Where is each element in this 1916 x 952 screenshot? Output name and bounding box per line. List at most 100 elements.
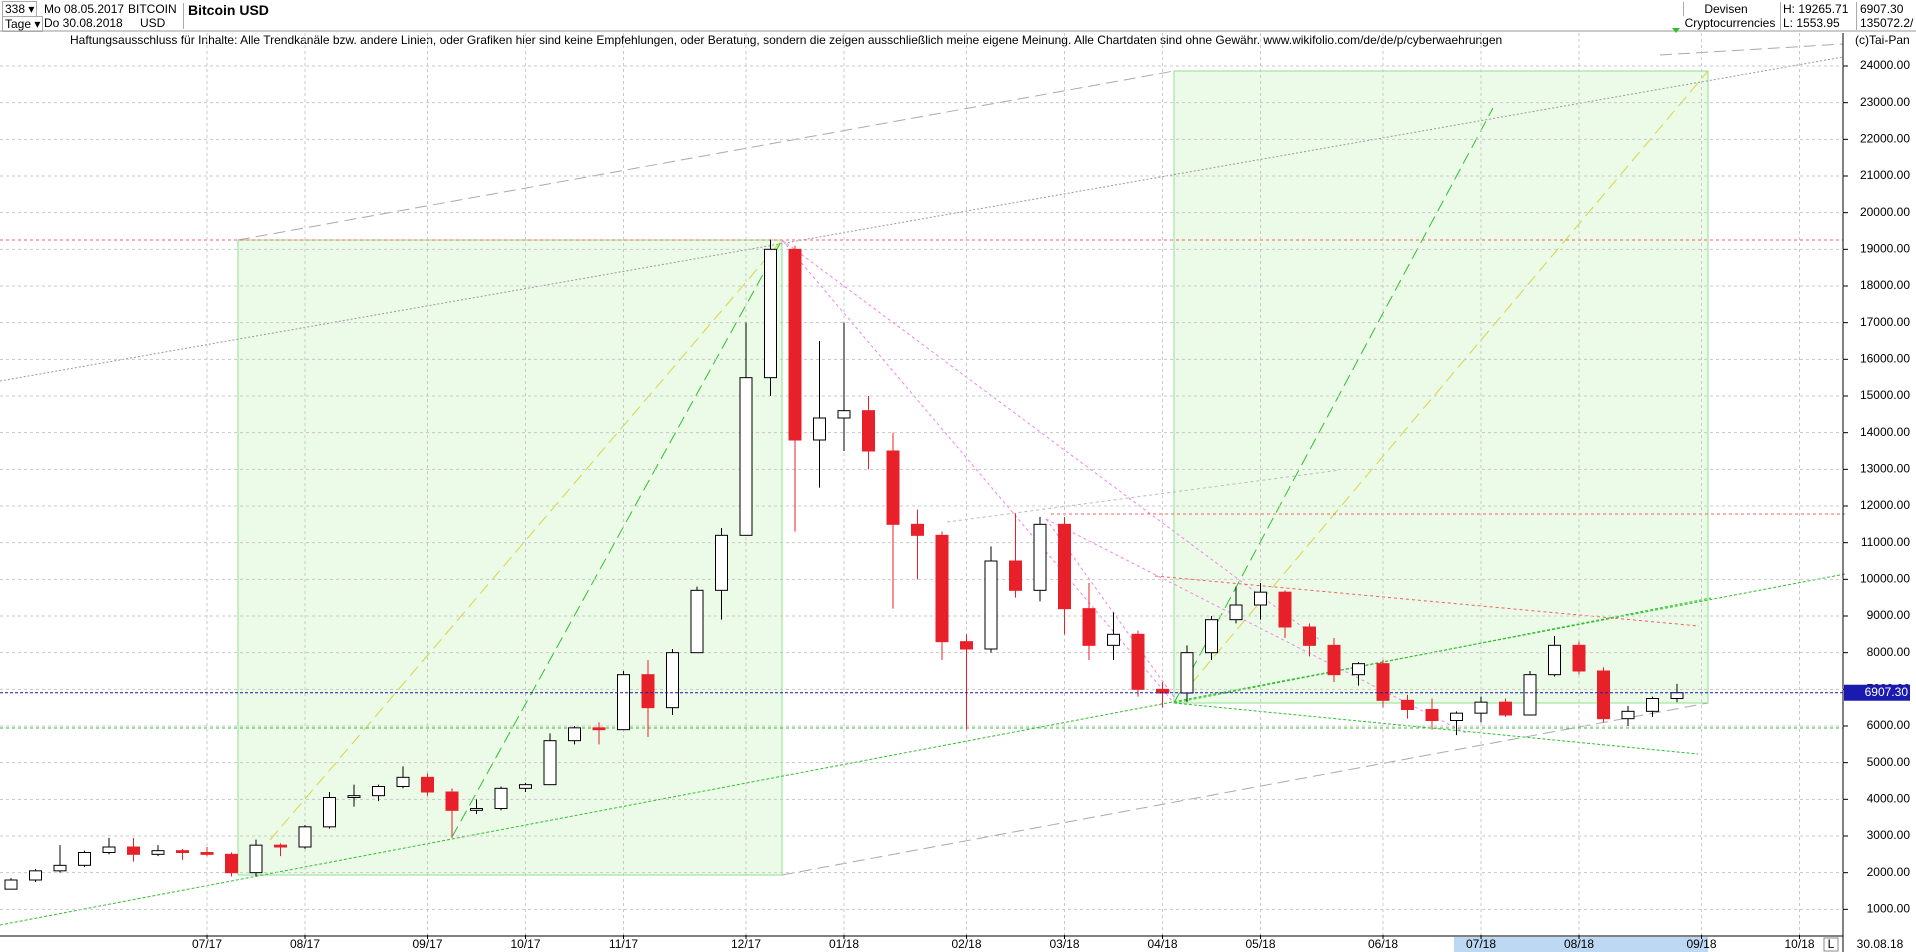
candle-body — [862, 410, 875, 452]
candle-body — [543, 740, 557, 786]
candle-body — [911, 523, 924, 536]
x-tick-label: 07/17 — [192, 937, 222, 951]
candle-body — [813, 417, 826, 441]
volume-info: 135072.2/ — [1856, 16, 1913, 30]
trend-line — [1173, 702, 1699, 755]
candle-body — [1303, 626, 1316, 646]
x-tick-label: 01/18 — [829, 937, 859, 951]
trend-line — [946, 469, 1341, 523]
y-tick-label: 19000.00 — [1860, 242, 1910, 256]
scale-mode[interactable]: L — [1828, 937, 1835, 951]
candle-body — [935, 534, 949, 643]
sector: Cryptocurrencies — [1684, 16, 1776, 30]
candle-body — [715, 534, 728, 591]
y-tick-label: 9000.00 — [1867, 608, 1911, 622]
candle-body — [1033, 523, 1047, 591]
y-tick-label: 5000.00 — [1867, 755, 1911, 769]
candle-body — [984, 560, 998, 650]
candle-body — [29, 870, 42, 881]
x-tick-label: 05/18 — [1245, 937, 1275, 951]
trend-line — [1045, 518, 1467, 734]
x-tick-label: 07/18 — [1466, 937, 1496, 951]
box — [237, 239, 783, 876]
candle-body — [1450, 712, 1463, 722]
candle-body — [396, 776, 410, 787]
candle-body — [519, 784, 532, 789]
x-tick-label: 09/18 — [1686, 937, 1716, 951]
candle-body — [1131, 633, 1145, 690]
high-info: H: 19265.71 — [1780, 2, 1848, 16]
y-tick-label: 24000.00 — [1860, 58, 1910, 72]
candle-body — [323, 797, 336, 828]
candle-body — [1254, 591, 1267, 606]
candle-body — [1058, 523, 1071, 610]
candle-body — [1180, 652, 1194, 694]
candle-body — [666, 652, 679, 709]
candle-body — [127, 846, 140, 855]
candle-body — [592, 727, 606, 731]
candle-body — [225, 853, 238, 874]
group: Devisen — [1683, 2, 1768, 16]
candle-body — [1352, 663, 1365, 676]
x-tick-label: 09/17 — [412, 937, 442, 951]
y-tick-label: 12000.00 — [1860, 498, 1910, 512]
candle-body — [568, 727, 581, 742]
candle-body — [1009, 560, 1022, 591]
candle-body — [1646, 698, 1659, 712]
y-tick-label: 11000.00 — [1861, 535, 1910, 549]
candle-body — [102, 846, 116, 853]
candle-body — [78, 852, 91, 866]
x-tick-label: 10/18 — [1784, 937, 1814, 951]
chart-title: Bitcoin USD — [183, 3, 269, 29]
candle-body — [690, 589, 704, 654]
y-tick-label: 21000.00 — [1860, 168, 1910, 182]
candle-body — [1401, 699, 1414, 710]
x-tick-label: 11/17 — [609, 937, 638, 951]
candle-body — [1107, 633, 1120, 646]
trend-line — [451, 239, 783, 838]
to-date: Do 30.08.2018 — [44, 16, 123, 30]
y-tick-label: 1000.00 — [1867, 902, 1911, 916]
candle-body — [886, 450, 900, 525]
disclaimer: Haftungsausschluss für Inhalte: Alle Tre… — [70, 33, 1502, 47]
candle-body — [347, 795, 361, 799]
candle-body — [1572, 644, 1586, 672]
candle-body — [176, 850, 189, 854]
last-price-tag — [1844, 684, 1910, 701]
candle-body — [960, 641, 973, 650]
trend-line — [269, 239, 783, 841]
y-tick-label: 22000.00 — [1860, 132, 1910, 146]
candle-body — [1082, 608, 1096, 646]
trend-line — [1154, 575, 1700, 627]
count-select[interactable]: 338 ▾ — [2, 1, 38, 17]
scale-button[interactable] — [1823, 937, 1839, 952]
candle-body — [617, 674, 630, 731]
candle-body — [1523, 674, 1537, 716]
currency: USD — [140, 16, 166, 30]
candle-body — [1205, 619, 1218, 654]
candle-body — [4, 879, 18, 890]
candle-body — [1229, 604, 1243, 621]
y-tick-label: 4000.00 — [1867, 792, 1911, 806]
range-highlight — [1454, 937, 1708, 952]
period-select[interactable]: Tage ▾ — [2, 16, 44, 32]
x-tick-label: 08/18 — [1564, 937, 1594, 951]
candle-body — [764, 248, 777, 379]
period: Tage — [5, 17, 32, 31]
y-tick-label: 3000.00 — [1867, 828, 1911, 842]
x-tick-label: 10/17 — [510, 937, 540, 951]
trend-line — [1659, 43, 1844, 56]
last-info: 6907.30 — [1856, 2, 1903, 16]
candle-body — [641, 674, 655, 709]
x-tick-label: 06/18 — [1368, 937, 1398, 951]
candle-body — [739, 377, 753, 536]
candle-body — [1670, 692, 1684, 700]
y-tick-label: 8000.00 — [1867, 645, 1911, 659]
y-tick-label: 16000.00 — [1860, 352, 1910, 366]
candle-body — [1548, 644, 1561, 676]
candle-body — [1621, 710, 1635, 720]
candle-body — [1597, 670, 1610, 720]
candle-body — [249, 844, 263, 874]
y-tick-label: 14000.00 — [1860, 425, 1910, 439]
